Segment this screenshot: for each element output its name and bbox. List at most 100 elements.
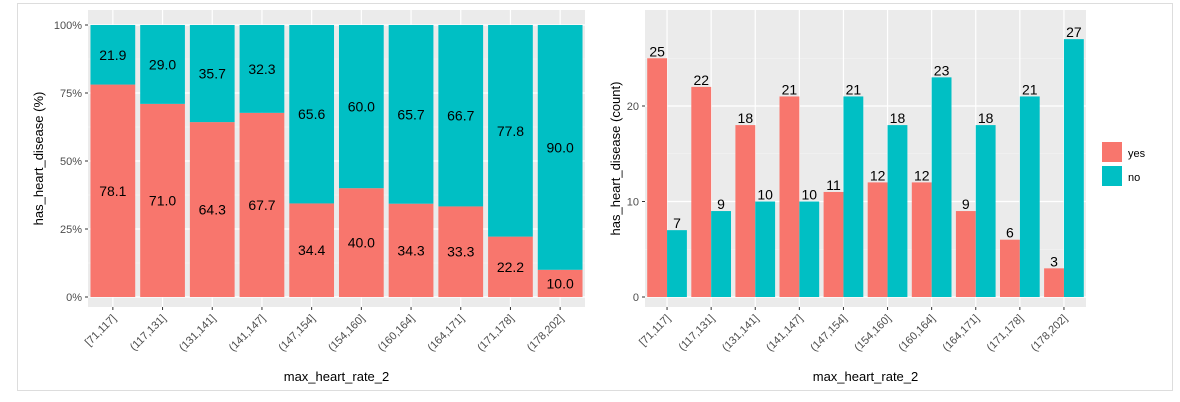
left-x-tick-label: (171,178] — [475, 313, 516, 354]
left-bar-yes — [388, 203, 434, 297]
right-y-tick-label: 20 — [627, 101, 639, 113]
left-bar-no — [338, 25, 384, 189]
right-bar-no — [1019, 96, 1040, 297]
right-x-tick-label: (147,154] — [808, 313, 849, 354]
left-x-axis-title: max_heart_rate_2 — [284, 369, 390, 384]
right-bar-yes — [911, 182, 932, 297]
left-bar-yes — [140, 103, 185, 297]
right-x-tick-label: (171,178] — [985, 313, 1026, 354]
left-bar-yes — [189, 122, 235, 297]
left-bar-yes — [438, 206, 484, 297]
left-label-yes: 34.4 — [298, 242, 325, 258]
left-x-tick-label: (147,154] — [276, 313, 317, 354]
left-label-no: 65.6 — [298, 106, 325, 122]
left-bar-no — [239, 25, 285, 113]
left-bar-no — [388, 25, 434, 204]
legend: yes no — [1102, 142, 1146, 186]
left-label-no: 90.0 — [547, 139, 574, 155]
right-bar-no — [711, 211, 731, 297]
right-bar-no — [931, 77, 952, 297]
left-data-labels: 78.1 21.9 71.0 29.0 64.3 35.7 67.7 32.3 34.4 65.6… — [99, 47, 574, 292]
right-label-no: 18 — [978, 110, 994, 126]
right-x-tick-label: (131,141] — [720, 313, 761, 354]
left-x-tick-label: (154,160] — [326, 313, 367, 354]
right-x-axis: [71,117] (117,131] (131,141] (141,147] (147,… — [637, 307, 1070, 354]
right-bar-no — [799, 201, 820, 297]
right-y-axis: 0 10 20 — [627, 101, 645, 304]
left-x-tick-label: (160,164] — [376, 313, 417, 354]
right-label-no: 23 — [934, 62, 950, 78]
right-label-no: 10 — [757, 187, 773, 203]
left-label-yes: 10.0 — [547, 275, 574, 291]
right-label-yes: 3 — [1050, 253, 1058, 269]
left-bar-yes — [537, 269, 583, 297]
right-y-axis-title: has_heart_disease (count) — [608, 82, 623, 236]
left-y-axis-title: has_heart_disease (%) — [31, 92, 46, 226]
right-label-yes: 12 — [870, 167, 886, 183]
legend-key-no — [1102, 166, 1122, 186]
right-bars — [647, 39, 1084, 298]
left-x-axis: [71,117] (117,131] (131,141] (141,147] (147,… — [83, 307, 566, 354]
right-label-yes: 22 — [693, 72, 709, 88]
right-bar-yes — [823, 191, 844, 297]
left-y-tick-label: 75% — [60, 88, 82, 100]
left-label-yes: 67.7 — [248, 197, 275, 213]
left-x-tick-label: [71,117] — [83, 313, 119, 349]
right-x-tick-label: [71,117] — [637, 313, 673, 349]
right-bar-yes — [1000, 239, 1020, 297]
right-bar-no — [667, 230, 687, 297]
right-label-no: 10 — [801, 187, 817, 203]
left-label-yes: 33.3 — [447, 244, 474, 260]
left-y-tick-label: 50% — [60, 156, 82, 168]
left-y-tick-label: 0% — [66, 292, 82, 304]
left-x-tick-label: (178,202] — [525, 313, 566, 354]
right-x-tick-label: (164,171] — [941, 313, 982, 354]
right-bar-no — [887, 125, 908, 297]
right-label-yes: 21 — [782, 81, 798, 97]
right-label-yes: 6 — [1006, 225, 1014, 241]
right-x-tick-label: (160,164] — [896, 313, 937, 354]
right-label-no: 21 — [1022, 81, 1038, 97]
left-bar-no — [438, 25, 484, 207]
left-label-no: 32.3 — [248, 61, 275, 77]
left-bar-yes — [488, 236, 533, 297]
left-label-no: 65.7 — [397, 106, 424, 122]
right-data-labels: 25 7 22 9 18 10 21 10 11 21 12 18 12 23 9 18 6 21 3 27 — [649, 24, 1082, 269]
right-bar-yes — [691, 86, 712, 298]
legend-key-yes — [1102, 142, 1122, 162]
left-bar-no — [488, 25, 533, 237]
right-bar-yes — [647, 58, 668, 297]
right-label-no: 27 — [1066, 24, 1082, 40]
left-bar-yes — [239, 112, 285, 297]
left-label-yes: 34.3 — [397, 242, 424, 258]
left-bar-yes — [289, 203, 335, 297]
left-label-no: 21.9 — [99, 47, 126, 63]
left-chart: 78.1 21.9 71.0 29.0 64.3 35.7 67.7 32.3 34.4 65.6… — [31, 10, 585, 384]
right-label-yes: 25 — [649, 43, 665, 59]
right-x-tick-label: (141,147] — [764, 313, 805, 354]
left-label-yes: 40.0 — [348, 235, 375, 251]
right-bar-yes — [867, 182, 888, 297]
right-bar-no — [975, 125, 996, 297]
left-label-yes: 78.1 — [99, 183, 126, 199]
left-bar-yes — [338, 188, 384, 297]
left-x-tick-label: (131,141] — [177, 313, 218, 354]
left-label-yes: 22.2 — [497, 259, 524, 275]
right-bar-yes — [735, 125, 756, 297]
right-y-tick-label: 0 — [633, 292, 639, 304]
left-label-no: 60.0 — [348, 99, 375, 115]
left-x-tick-label: (117,131] — [128, 313, 169, 354]
right-bar-yes — [1044, 268, 1064, 297]
right-x-axis-title: max_heart_rate_2 — [813, 369, 919, 384]
right-label-yes: 11 — [826, 177, 841, 193]
right-bar-yes — [955, 211, 976, 297]
left-label-no: 66.7 — [447, 108, 474, 124]
left-bars — [90, 25, 583, 298]
right-y-tick-label: 10 — [627, 197, 639, 209]
left-x-tick-label: (141,147] — [227, 313, 268, 354]
right-label-no: 7 — [673, 215, 681, 231]
left-label-no: 29.0 — [149, 56, 176, 72]
left-y-tick-label: 25% — [60, 224, 82, 236]
